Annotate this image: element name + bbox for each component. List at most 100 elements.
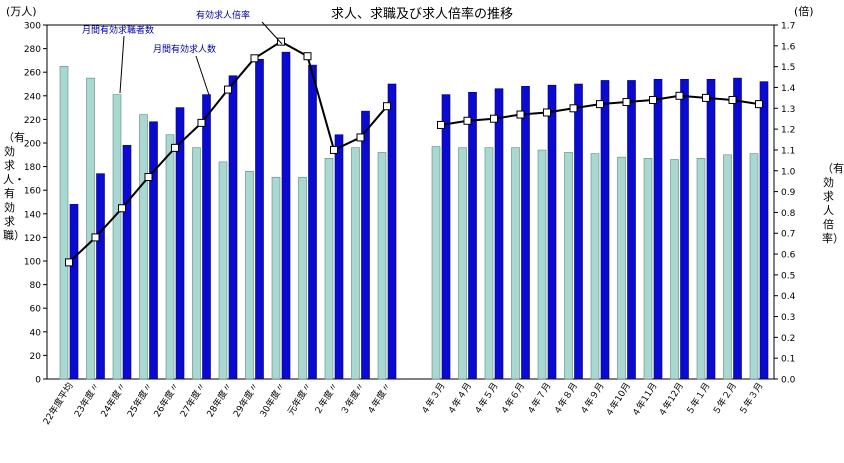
x-tick-label: ４年９月 bbox=[577, 380, 606, 417]
bar-job-openings bbox=[255, 58, 264, 380]
right-tick-label: 0.7 bbox=[781, 230, 795, 240]
left-tick-label: 260 bbox=[24, 69, 41, 79]
right-tick-label: 0.2 bbox=[781, 334, 795, 344]
bar-job-openings bbox=[759, 81, 769, 380]
bar-job-seekers bbox=[139, 114, 148, 380]
ratio-point bbox=[516, 110, 525, 119]
left-tick-label: 200 bbox=[24, 140, 41, 150]
left-tick-label: 0 bbox=[35, 376, 41, 386]
left-axis-unit: (万人) bbox=[6, 5, 37, 18]
ratio-point bbox=[463, 116, 472, 125]
left-tick-label: 120 bbox=[24, 234, 41, 244]
left-axis-label: （有効求人・有効求職） bbox=[3, 131, 25, 242]
bar-job-seekers bbox=[324, 158, 334, 380]
bar-job-seekers bbox=[458, 147, 467, 380]
x-tick-label: 22年度平均 bbox=[40, 380, 75, 427]
x-tick-label: 26年度〃 bbox=[151, 380, 182, 419]
bar-job-openings bbox=[468, 91, 477, 380]
left-tick-label: 140 bbox=[24, 210, 41, 220]
right-tick-label: 1.4 bbox=[781, 84, 796, 94]
ratio-point bbox=[622, 98, 631, 107]
bar-job-openings bbox=[653, 78, 663, 380]
ratio-point bbox=[356, 133, 365, 142]
ratio-point bbox=[383, 102, 391, 111]
left-tick-label: 220 bbox=[24, 116, 41, 126]
bar-job-seekers bbox=[431, 146, 441, 380]
ratio-point bbox=[755, 100, 763, 109]
right-tick-label: 0.1 bbox=[781, 355, 795, 365]
bar-job-seekers bbox=[165, 134, 175, 380]
x-tick-label: 27年度〃 bbox=[177, 380, 208, 419]
right-tick-label: 0.4 bbox=[781, 292, 796, 302]
bar-job-openings bbox=[733, 77, 742, 380]
bar-job-seekers bbox=[564, 152, 573, 380]
right-tick-label: 0.3 bbox=[781, 313, 795, 323]
bar-job-openings bbox=[627, 80, 636, 380]
x-tick-label: ４年５月 bbox=[471, 380, 500, 417]
bar-job-seekers bbox=[245, 171, 254, 380]
right-tick-label: 1.7 bbox=[781, 22, 795, 32]
chart-title: 求人、求職及び求人倍率の推移 bbox=[330, 7, 513, 22]
ratio-point bbox=[702, 93, 710, 102]
ratio-point bbox=[171, 143, 179, 152]
bar-job-openings bbox=[706, 78, 716, 380]
ratio-point bbox=[277, 37, 285, 46]
bar-job-seekers bbox=[484, 147, 494, 380]
ratio-point bbox=[224, 85, 232, 94]
annotation-label: 月間有効求職者数 bbox=[82, 24, 154, 36]
annotation-label: 有効求人倍率 bbox=[196, 9, 250, 21]
bar-job-openings bbox=[122, 145, 132, 380]
ratio-point bbox=[303, 52, 312, 61]
ratio-point bbox=[330, 145, 338, 154]
x-tick-label: ２年度〃 bbox=[311, 380, 340, 417]
left-tick-label: 40 bbox=[30, 328, 42, 338]
right-tick-label: 1.5 bbox=[781, 63, 795, 73]
x-tick-label: ４年７月 bbox=[524, 380, 553, 417]
ratio-point bbox=[250, 54, 259, 63]
bar-job-seekers bbox=[218, 161, 228, 380]
x-tick-label: ５年１月 bbox=[683, 380, 712, 417]
right-tick-label: 1.3 bbox=[781, 105, 795, 115]
bar-job-openings bbox=[334, 134, 344, 380]
x-tick-label: ４年３月 bbox=[418, 380, 447, 417]
ratio-point bbox=[569, 104, 578, 113]
x-tick-label: 元年度〃 bbox=[285, 380, 314, 417]
bar-job-seekers bbox=[537, 149, 547, 380]
ratio-point bbox=[543, 108, 551, 117]
right-tick-label: 1.0 bbox=[781, 167, 796, 177]
x-tick-label: ４年12月 bbox=[655, 380, 686, 419]
ratio-point bbox=[91, 233, 100, 242]
bar-job-seekers bbox=[749, 153, 759, 380]
bar-job-seekers bbox=[511, 147, 520, 380]
plot-frame bbox=[46, 24, 775, 380]
bar-job-openings bbox=[96, 173, 105, 380]
bar-job-seekers bbox=[643, 158, 653, 380]
bar-job-seekers bbox=[298, 176, 307, 380]
right-tick-label: 1.1 bbox=[781, 146, 795, 156]
bar-job-seekers bbox=[696, 158, 706, 380]
annotation-leader bbox=[195, 55, 210, 96]
right-tick-label: 0.8 bbox=[781, 209, 796, 219]
bar-job-openings bbox=[600, 80, 610, 380]
left-tick-label: 240 bbox=[24, 92, 41, 102]
bar-job-seekers bbox=[86, 77, 95, 380]
bar-job-seekers bbox=[59, 66, 69, 380]
right-tick-label: 1.2 bbox=[781, 126, 795, 136]
left-tick-label: 280 bbox=[24, 45, 41, 55]
ratio-point bbox=[144, 173, 153, 182]
left-tick-label: 300 bbox=[24, 22, 41, 32]
x-tick-label: ４年度〃 bbox=[364, 380, 393, 417]
bar-job-seekers bbox=[670, 159, 679, 380]
bar-job-seekers bbox=[271, 176, 281, 380]
bar-job-seekers bbox=[192, 147, 201, 380]
bar-job-openings bbox=[308, 64, 317, 380]
x-tick-label: ４年10月 bbox=[602, 380, 633, 419]
x-tick-label: ５年３月 bbox=[736, 380, 765, 417]
x-tick-label: 25年度〃 bbox=[124, 380, 155, 419]
bar-job-seekers bbox=[723, 154, 732, 380]
x-tick-label: ３年度〃 bbox=[338, 380, 367, 417]
right-tick-label: 0.5 bbox=[781, 271, 795, 281]
left-tick-label: 100 bbox=[24, 258, 41, 268]
ratio-point bbox=[118, 204, 126, 213]
